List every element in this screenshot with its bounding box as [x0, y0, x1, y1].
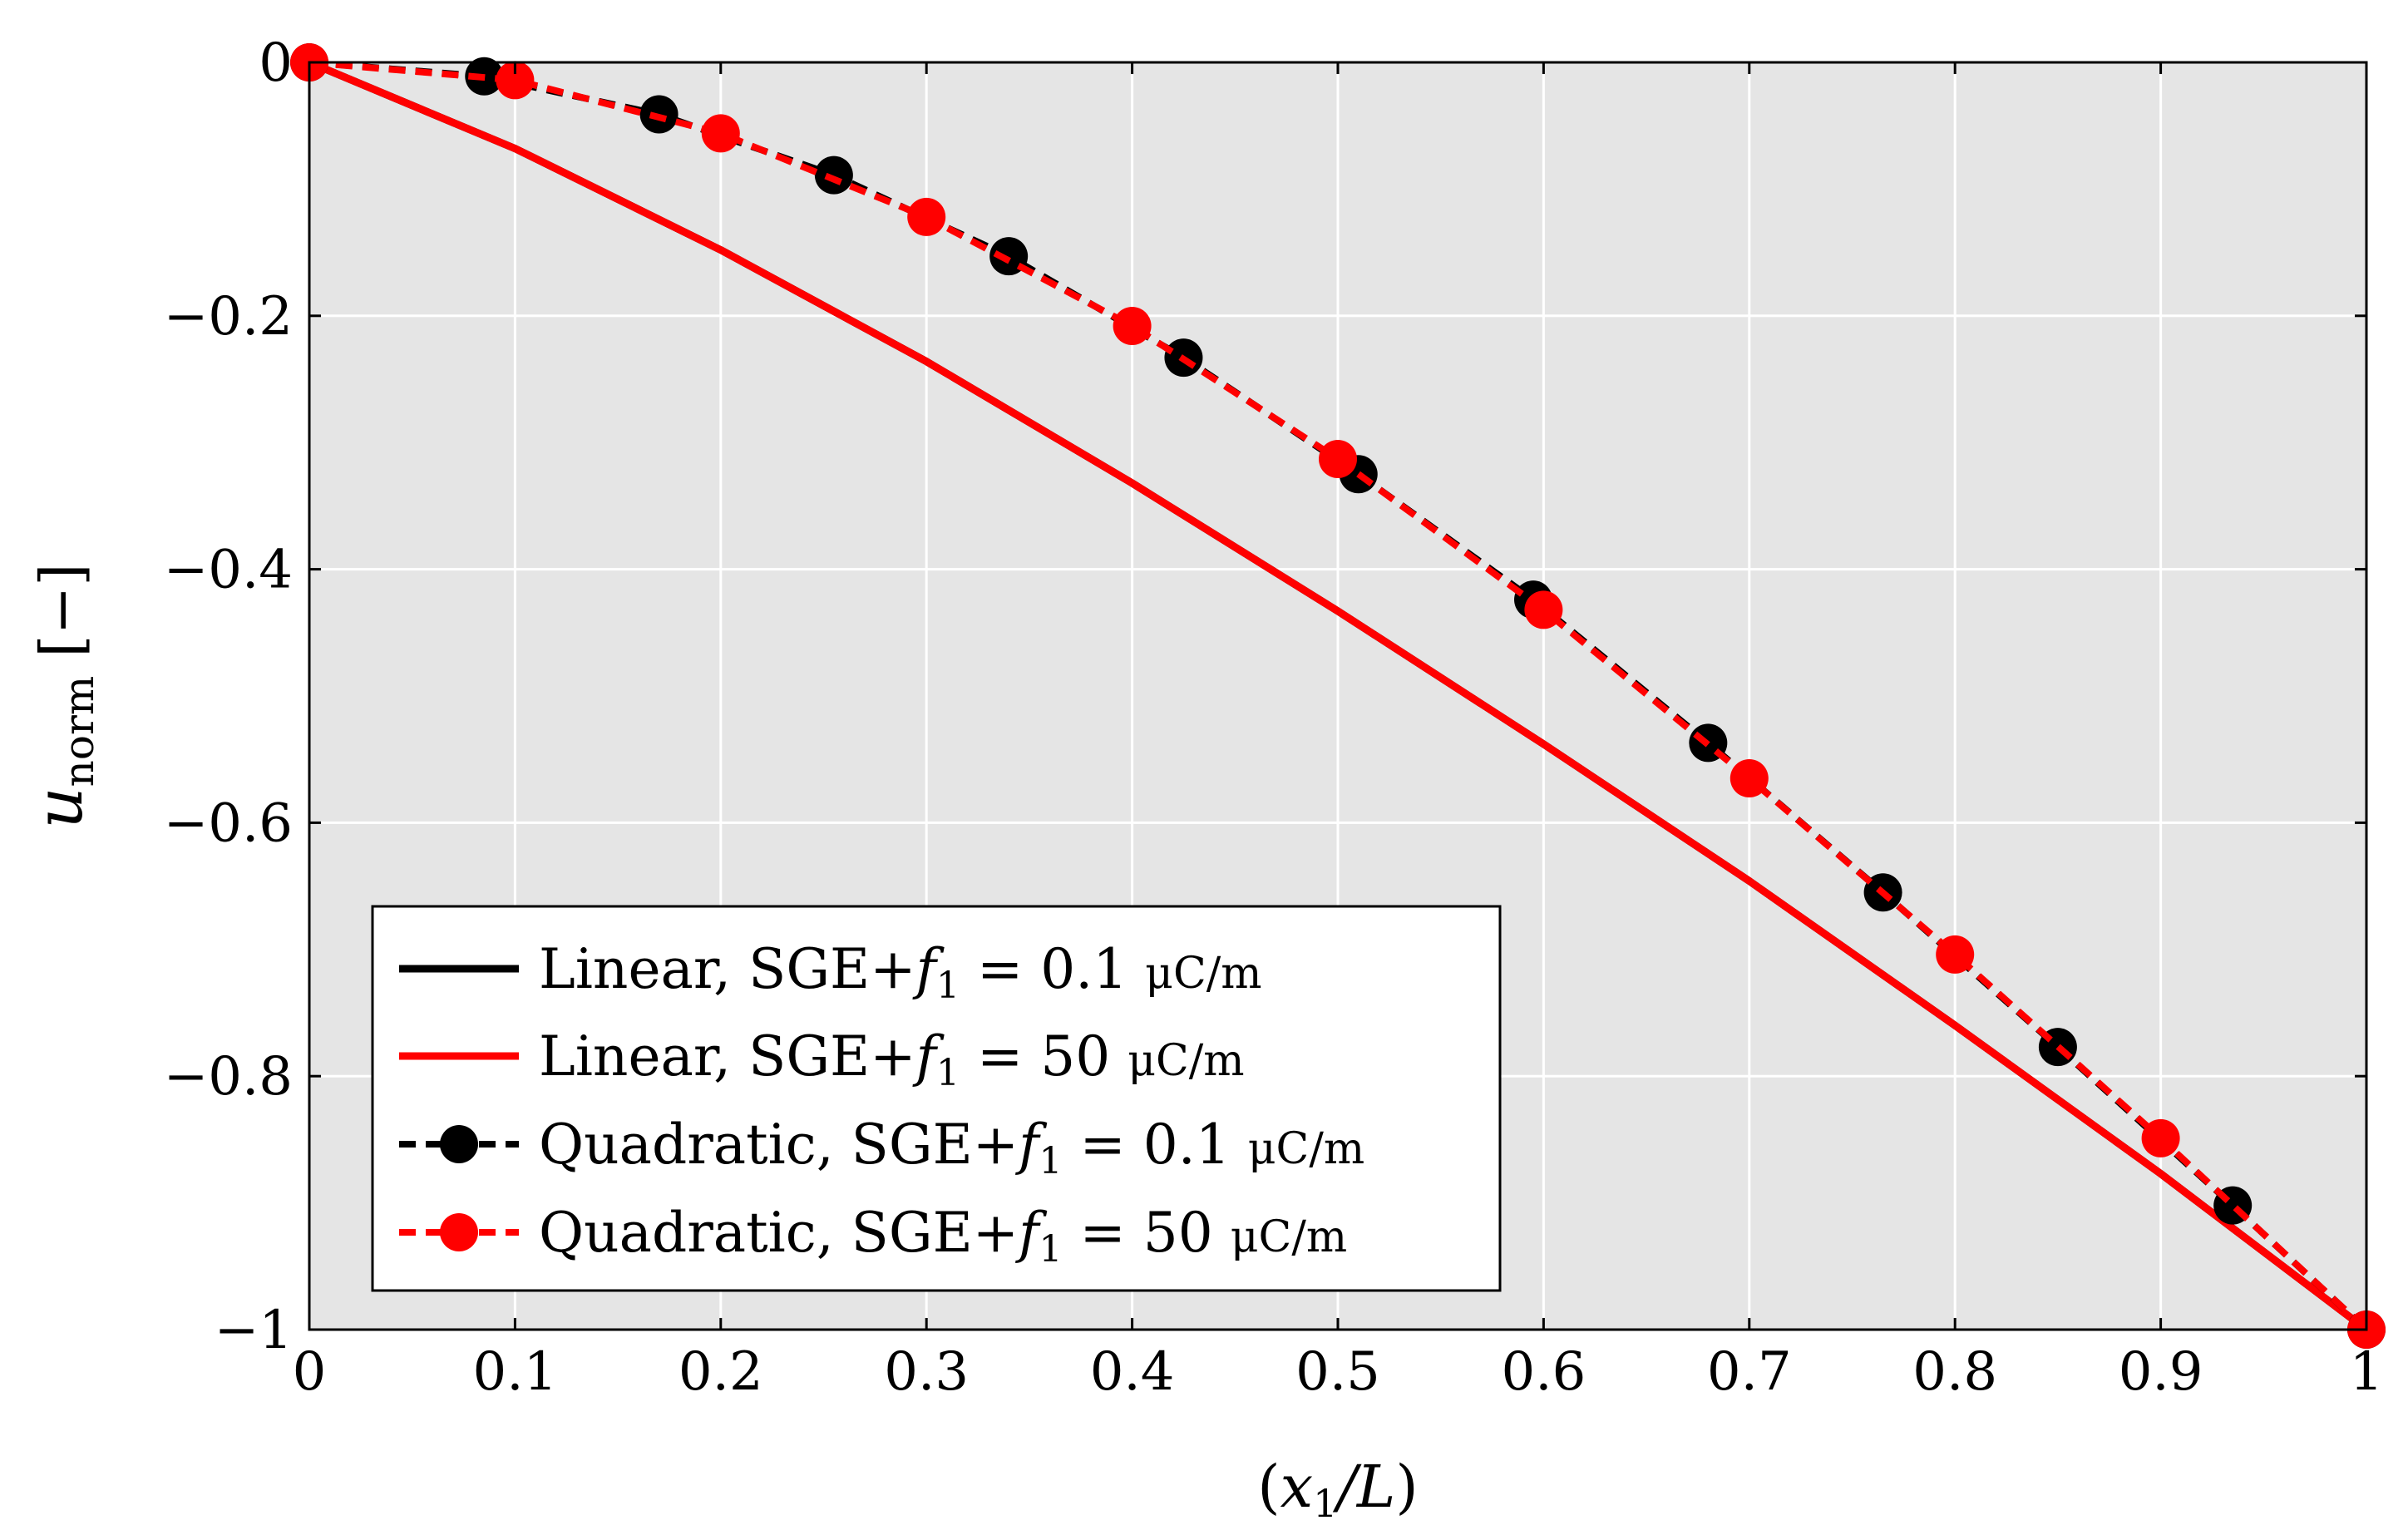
- x-tick-label: 0.1: [473, 1341, 558, 1403]
- x-tick-label: 1: [2350, 1341, 2384, 1403]
- y-axis-label-main: u: [22, 787, 97, 828]
- x-tick-label: 0: [293, 1341, 327, 1403]
- x-tick-label: 0.6: [1502, 1341, 1586, 1403]
- x-tick-label: 0.7: [1707, 1341, 1792, 1403]
- data-point: [2141, 1118, 2180, 1157]
- y-axis-label: unorm [−]: [22, 563, 103, 828]
- legend-label-unit: μC/m: [1248, 1124, 1364, 1174]
- legend-box: [371, 905, 1502, 1292]
- y-tick-label: −1: [215, 1300, 293, 1361]
- y-tick-label: −0.2: [164, 286, 293, 348]
- x-axis-label-text: (x1/L): [1257, 1453, 1418, 1526]
- ticks: 0 0.1 0.2 0.3 0.4 0.5 0.6 0.7 0.8 0.9 1 0 −0.2 −0.4 −0…: [164, 32, 2384, 1403]
- legend-entry: Linear, SGE+f1 = 50 μC/m: [399, 1024, 1245, 1094]
- x-axis-label: (x1/L): [1257, 1453, 1418, 1526]
- x-tick-label: 0.2: [678, 1341, 763, 1403]
- legend-label-prefix: Linear, SGE+: [539, 1024, 916, 1088]
- series-2: [308, 58, 2369, 1333]
- y-axis-label-sub: norm: [55, 676, 103, 787]
- legend-label-unit: μC/m: [1231, 1212, 1347, 1262]
- legend-label-unit: μC/m: [1145, 949, 1261, 999]
- data-point: [701, 114, 740, 153]
- legend-entry: Quadratic, SGE+f1 = 50 μC/m: [399, 1201, 1347, 1271]
- x-tick-label: 0.4: [1090, 1341, 1175, 1403]
- data-point: [814, 155, 853, 195]
- legend-label-value: = 0.1: [1063, 1113, 1248, 1177]
- grid: [309, 62, 2366, 1330]
- x-tick-label: 0.5: [1295, 1341, 1380, 1403]
- data-point: [907, 197, 946, 236]
- svg-text:unorm[−]: unorm [−]: [22, 563, 103, 828]
- legend-entries: Linear, SGE+f1 = 0.1 μC/m Linear, SGE+f1 …: [399, 937, 1364, 1271]
- legend-swatch-marker: [440, 1125, 478, 1163]
- legend-label-value: = 50: [960, 1024, 1128, 1088]
- legend-label-prefix: Quadratic, SGE+: [539, 1113, 1019, 1177]
- y-tick-label: 0: [259, 32, 293, 94]
- data-point: [1524, 590, 1563, 629]
- series-line: [308, 58, 2369, 1333]
- y-axis-label-unit: [−]: [27, 563, 96, 657]
- legend-entry: Quadratic, SGE+f1 = 0.1 μC/m: [399, 1113, 1364, 1182]
- legend-label-value: = 50: [1063, 1201, 1231, 1265]
- legend-label-sub: 1: [1039, 1228, 1063, 1271]
- data-point: [1319, 440, 1357, 479]
- y-tick-label: −0.4: [164, 540, 293, 601]
- legend-label: Quadratic, SGE+f1 = 0.1 μC/m: [539, 1113, 1364, 1182]
- series-layer: [290, 43, 2386, 1349]
- data-point: [496, 61, 535, 100]
- x-tick-label: 0.3: [884, 1341, 969, 1403]
- legend: Linear, SGE+f1 = 0.1 μC/m Linear, SGE+f1 …: [371, 905, 1502, 1292]
- legend-swatch-marker: [440, 1213, 478, 1251]
- x-tick-label: 0.9: [2119, 1341, 2203, 1403]
- series-4: [290, 43, 2386, 1349]
- legend-label-unit: μC/m: [1128, 1036, 1244, 1086]
- x-tick-label: 0.8: [1912, 1341, 1997, 1403]
- legend-label: Quadratic, SGE+f1 = 50 μC/m: [539, 1201, 1347, 1271]
- legend-label: Linear, SGE+f1 = 50 μC/m: [539, 1024, 1245, 1094]
- data-point: [1936, 935, 1975, 974]
- legend-label: Linear, SGE+f1 = 0.1 μC/m: [539, 937, 1262, 1007]
- data-point: [1113, 306, 1152, 345]
- legend-label-prefix: Linear, SGE+: [539, 937, 916, 1001]
- legend-label-value: = 0.1: [960, 937, 1145, 1001]
- data-point: [1730, 759, 1769, 798]
- legend-label-prefix: Quadratic, SGE+: [539, 1201, 1019, 1265]
- legend-label-sub: 1: [936, 965, 960, 1007]
- legend-label-sub: 1: [936, 1052, 960, 1094]
- y-tick-label: −0.6: [164, 792, 293, 854]
- legend-label-sub: 1: [1039, 1140, 1063, 1182]
- y-tick-label: −0.8: [164, 1046, 293, 1108]
- legend-entry: Linear, SGE+f1 = 0.1 μC/m: [399, 937, 1262, 1007]
